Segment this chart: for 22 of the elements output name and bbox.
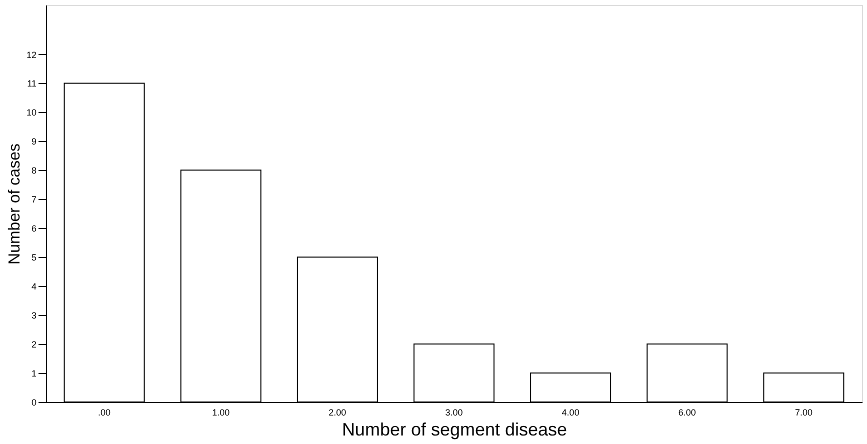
y-tick-label: 2 bbox=[31, 340, 36, 350]
y-tick-label: 11 bbox=[27, 78, 36, 89]
y-axis-title: Number of cases bbox=[6, 144, 24, 264]
y-tick-label: 1 bbox=[31, 368, 36, 379]
x-tick-label: .00 bbox=[98, 408, 111, 418]
y-tick-label: 4 bbox=[31, 282, 36, 292]
y-tick-label: 7 bbox=[31, 194, 36, 205]
x-tick-label: 3.00 bbox=[445, 408, 463, 418]
x-tick-label: 7.00 bbox=[794, 408, 812, 418]
y-tick-label: 5 bbox=[31, 252, 36, 263]
y-tick-label: 3 bbox=[31, 310, 36, 321]
y-tick-label: 9 bbox=[31, 136, 36, 147]
y-tick-label: 12 bbox=[26, 50, 36, 60]
x-tick-label: 6.00 bbox=[678, 408, 696, 418]
y-tick-label: 8 bbox=[31, 166, 36, 176]
x-axis-title: Number of segment disease bbox=[342, 420, 568, 440]
x-tick-label: 1.00 bbox=[212, 408, 230, 418]
y-tick-label: 6 bbox=[31, 224, 36, 234]
x-tick-label: 4.00 bbox=[562, 408, 580, 418]
y-tick-label: 0 bbox=[31, 398, 36, 408]
y-tick-label: 10 bbox=[26, 108, 36, 118]
x-tick-label: 2.00 bbox=[328, 408, 346, 418]
